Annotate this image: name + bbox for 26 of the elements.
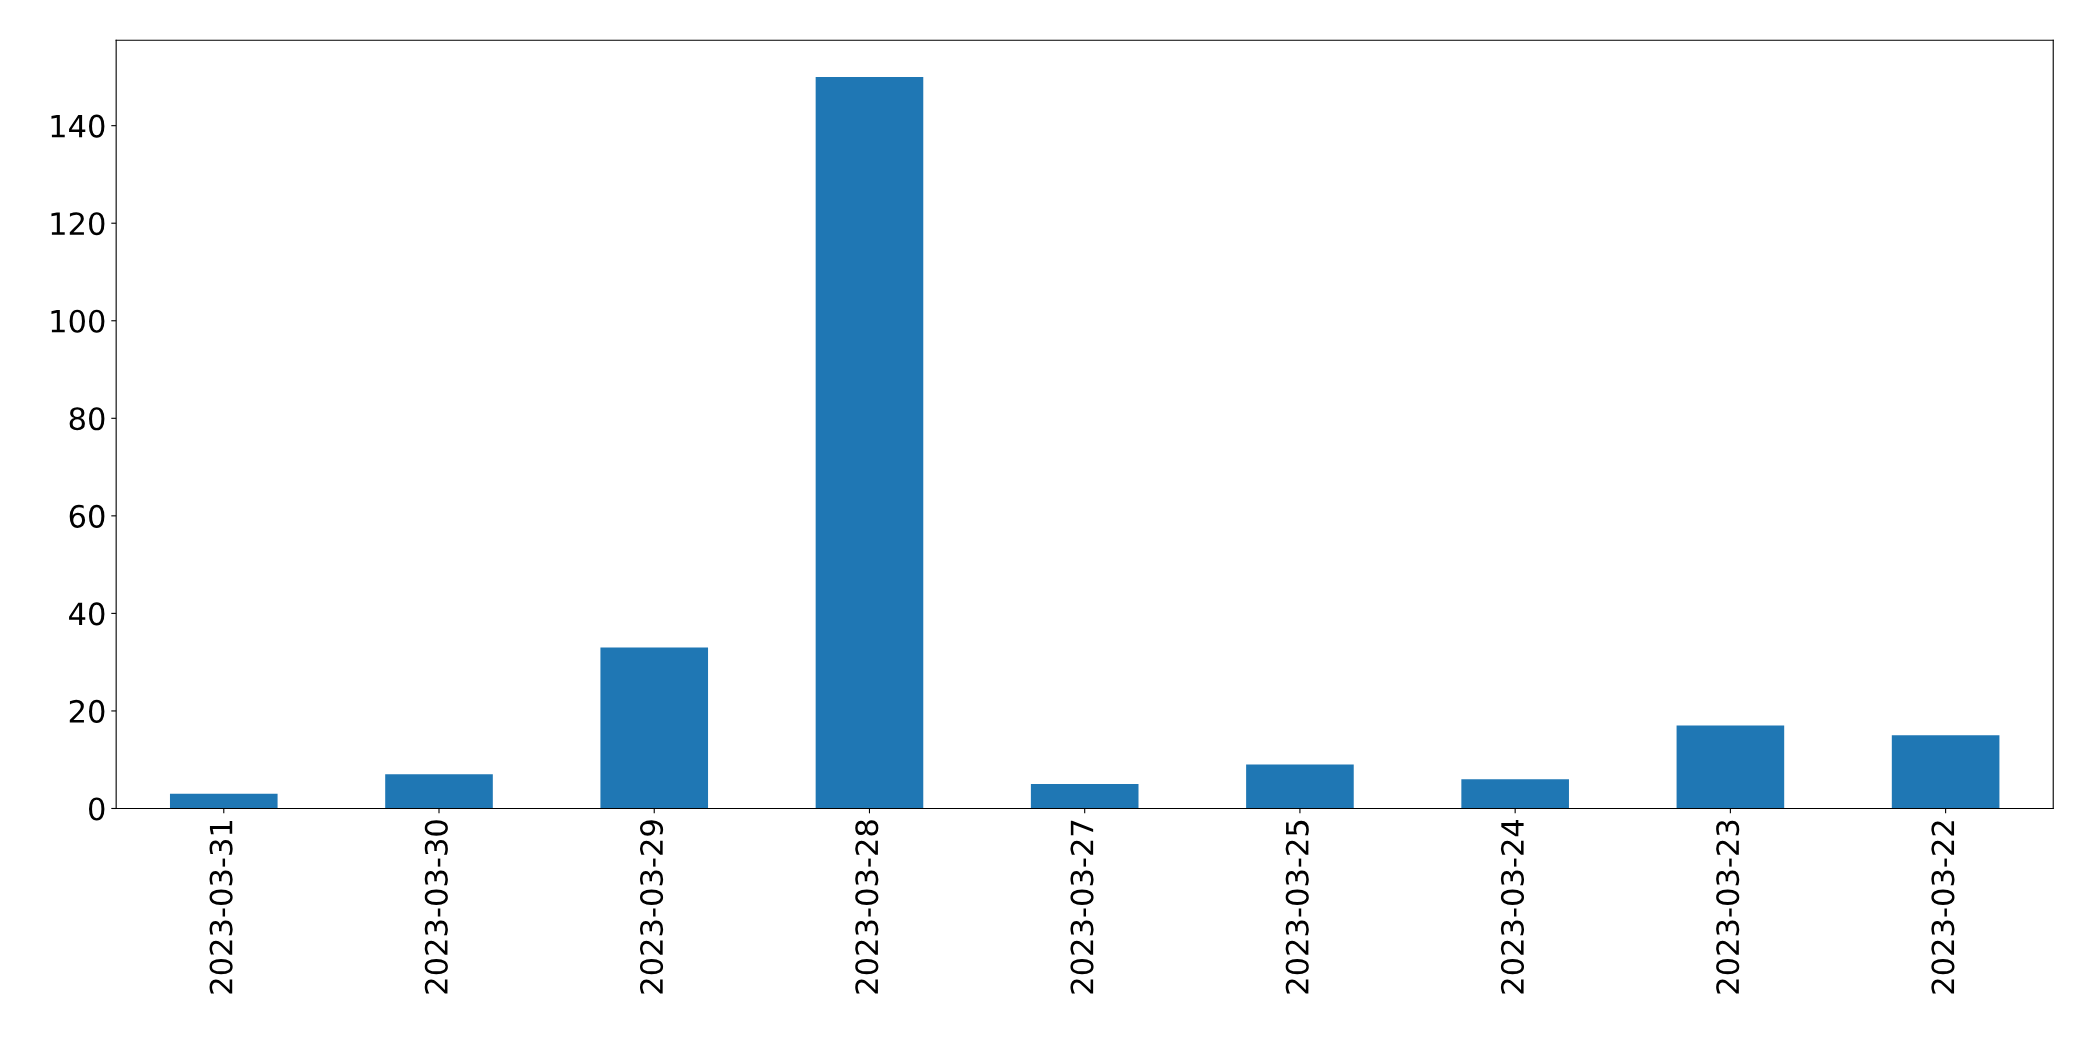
y-tick-label: 20	[69, 699, 105, 723]
bar	[169, 793, 278, 809]
bar	[600, 647, 709, 809]
y-tick-label: 80	[69, 407, 105, 431]
x-tick-label: 2023-03-30	[424, 820, 448, 994]
x-tick-label: 2023-03-24	[1500, 819, 1525, 994]
bar	[1246, 764, 1354, 809]
x-tick-label: 2023-03-28	[855, 820, 879, 994]
bar	[1030, 784, 1139, 809]
x-tick-label: 2023-03-22	[1931, 821, 1955, 994]
y-tick-label: 100	[51, 309, 105, 333]
y-tick-label: 60	[69, 504, 105, 528]
x-tick-label: 2023-03-27	[1070, 820, 1094, 994]
y-tick-label: 140	[51, 114, 105, 138]
x-tick-label: 2023-03-23	[1716, 820, 1740, 994]
bar	[1461, 779, 1569, 809]
bar	[1676, 725, 1785, 809]
bar	[1891, 735, 2000, 809]
x-tick-label: 2023-03-25	[1285, 820, 1309, 994]
y-tick-label: 40	[69, 602, 105, 626]
bar	[815, 76, 924, 809]
x-tick-label: 2023-03-31	[209, 821, 233, 994]
x-tick-label: 2023-03-29	[639, 820, 664, 994]
bar	[385, 774, 493, 809]
y-tick-label: 120	[51, 212, 105, 236]
y-tick-label: 0	[89, 797, 105, 821]
